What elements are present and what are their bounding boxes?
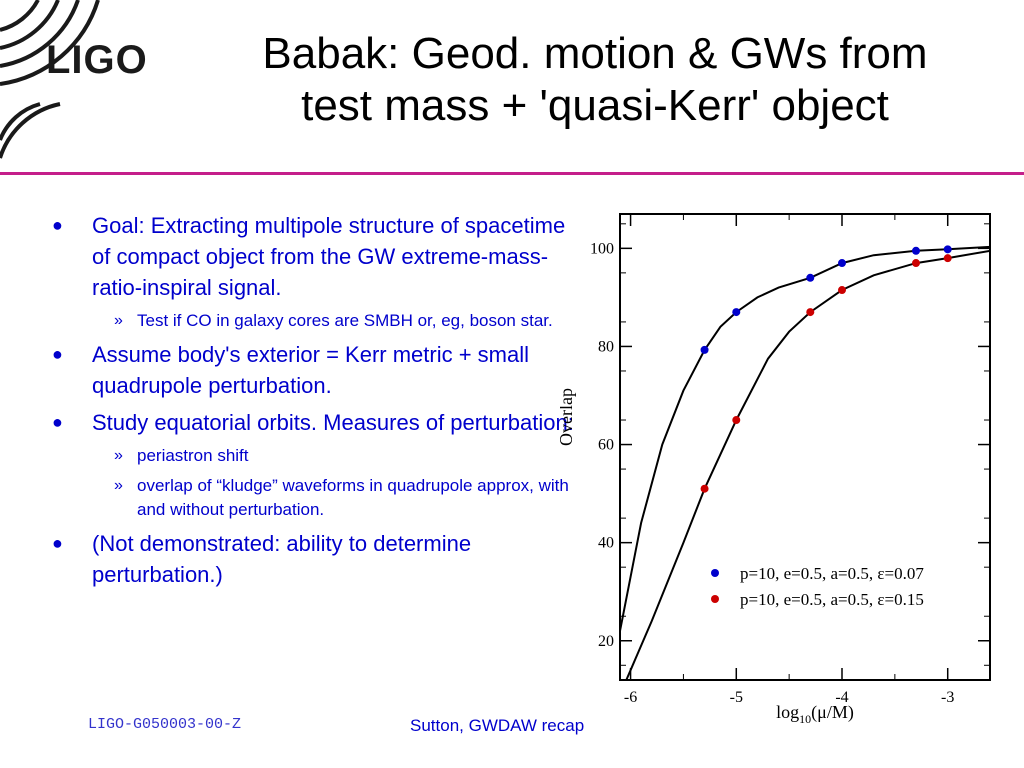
bullet-item: ● Assume body's exterior = Kerr metric + … (52, 339, 580, 401)
bullet-marker: ● (52, 412, 63, 432)
bullet-text: Study equatorial orbits. Measures of per… (92, 410, 574, 435)
data-point-series-0 (806, 273, 815, 282)
document-id: LIGO-G050003-00-Z (88, 716, 242, 733)
y-tick-label: 100 (590, 240, 614, 257)
legend-label-1: p=10, e=0.5, a=0.5, ε=0.15 (740, 590, 924, 609)
bullet-item: ● Goal: Extracting multipole structure of… (52, 210, 580, 303)
data-point-series-1 (838, 286, 846, 295)
sub-bullet-text: Test if CO in galaxy cores are SMBH or, … (137, 311, 553, 330)
logo-text: LIGO (46, 38, 148, 82)
logo-arcs-icon (0, 0, 100, 159)
bullet-item: ● Study equatorial orbits. Measures of pe… (52, 407, 580, 438)
data-point-series-0 (943, 245, 952, 254)
y-tick-label: 20 (598, 633, 614, 650)
data-point-series-1 (912, 259, 920, 268)
data-point-series-1 (943, 254, 952, 263)
bullet-text: Assume body's exterior = Kerr metric + s… (92, 342, 530, 398)
sub-bullet-marker: » (114, 477, 123, 494)
title-line-1: Babak: Geod. motion & GWs from (262, 29, 928, 78)
y-axis-title: Overlap (560, 388, 576, 446)
sub-bullet-item: » overlap of “kludge” waveforms in quadru… (52, 474, 580, 522)
bullet-marker: ● (52, 533, 63, 553)
legend-marker-1 (711, 595, 719, 603)
bullet-marker: ● (52, 215, 63, 235)
title-divider (0, 172, 1024, 175)
sub-bullet-item: » periastron shift (52, 444, 580, 468)
y-tick-label: 60 (598, 437, 614, 454)
bullet-list: ● Goal: Extracting multipole structure of… (52, 210, 580, 596)
sub-bullet-item: » Test if CO in galaxy cores are SMBH or,… (52, 309, 580, 333)
y-tick-label: 80 (598, 338, 614, 355)
sub-bullet-text: overlap of “kludge” waveforms in quadrup… (137, 476, 569, 519)
x-tick-label: -6 (624, 689, 637, 706)
series-curve-0 (620, 245, 990, 632)
sub-bullet-marker: » (114, 312, 123, 329)
data-point-series-0 (732, 308, 741, 317)
y-tick-label: 40 (598, 535, 614, 552)
ligo-logo: LIGO (0, 0, 200, 160)
data-point-series-1 (732, 416, 741, 425)
bullet-item: ● (Not demonstrated: ability to determine… (52, 528, 580, 590)
plot-frame (619, 213, 991, 681)
x-tick-label: -3 (941, 689, 954, 706)
bullet-text: Goal: Extracting multipole structure of … (92, 213, 566, 300)
legend-label-0: p=10, e=0.5, a=0.5, ε=0.07 (740, 564, 924, 583)
sub-bullet-marker: » (114, 447, 123, 464)
x-tick-label: -4 (835, 689, 848, 706)
sub-bullet-text: periastron shift (137, 446, 249, 465)
data-point-series-0 (912, 246, 920, 255)
slide-title: Babak: Geod. motion & GWs from test mass… (180, 28, 1010, 132)
x-axis-title: log10(μ/M) (776, 702, 854, 726)
series-curve-1 (625, 249, 990, 680)
data-point-series-1 (806, 308, 815, 317)
bullet-text: (Not demonstrated: ability to determine … (92, 531, 472, 587)
legend-marker-0 (711, 569, 719, 577)
data-point-series-0 (700, 345, 709, 354)
overlap-chart: -6 -5 -4 -3 20 40 60 80 100 p=10, e=0.5, a=0.5, ε… (560, 213, 991, 726)
x-tick-label: -5 (730, 689, 743, 706)
footer-credit: Sutton, GWDAW recap (410, 716, 585, 735)
data-point-series-1 (700, 484, 709, 493)
bullet-marker: ● (52, 344, 63, 364)
data-point-series-0 (838, 259, 846, 268)
title-line-2: test mass + 'quasi-Kerr' object (301, 81, 889, 130)
chart-plot-area: -6 -5 -4 -3 20 40 60 80 100 p=10, e=0.5, a=0.5, ε… (560, 213, 991, 726)
